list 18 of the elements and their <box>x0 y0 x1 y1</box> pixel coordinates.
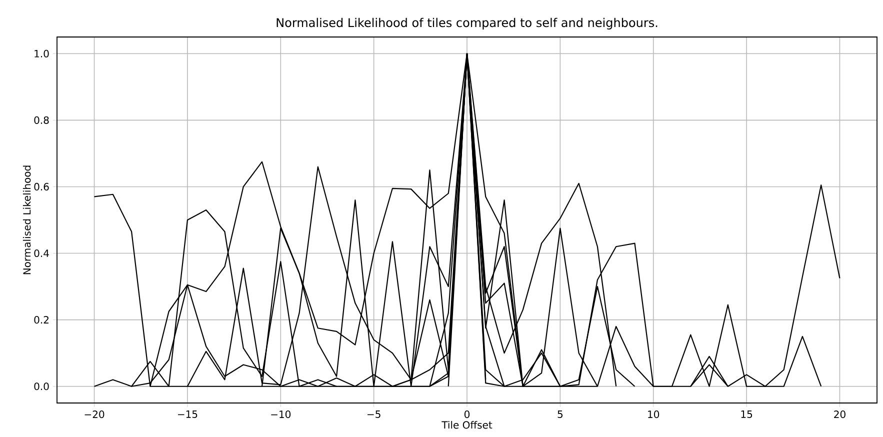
x-tick-label: 15 <box>741 410 752 418</box>
y-tick-label: 1.0 <box>34 50 49 58</box>
x-tick-label: 10 <box>648 410 660 418</box>
chart-title: Normalised Likelihood of tiles compared to self and neighbours. <box>276 18 658 30</box>
y-tick-label: 0.6 <box>34 182 49 191</box>
y-tick-label: 0.4 <box>34 249 49 258</box>
x-tick-label: −5 <box>368 410 380 418</box>
x-axis-title: Tile Offset <box>442 420 492 429</box>
y-tick-label: 0.2 <box>34 316 48 324</box>
x-tick-label: −20 <box>84 410 104 418</box>
x-tick-label: 0 <box>464 410 470 418</box>
x-tick-label: 20 <box>834 410 846 418</box>
y-tick-label: 0.0 <box>34 382 49 390</box>
x-tick-label: 5 <box>558 410 562 418</box>
x-tick-label: −15 <box>178 410 198 418</box>
y-tick-label: 0.8 <box>34 116 49 124</box>
x-tick-label: −10 <box>271 410 291 418</box>
y-axis-title: Normalised Likelihood <box>22 166 31 274</box>
